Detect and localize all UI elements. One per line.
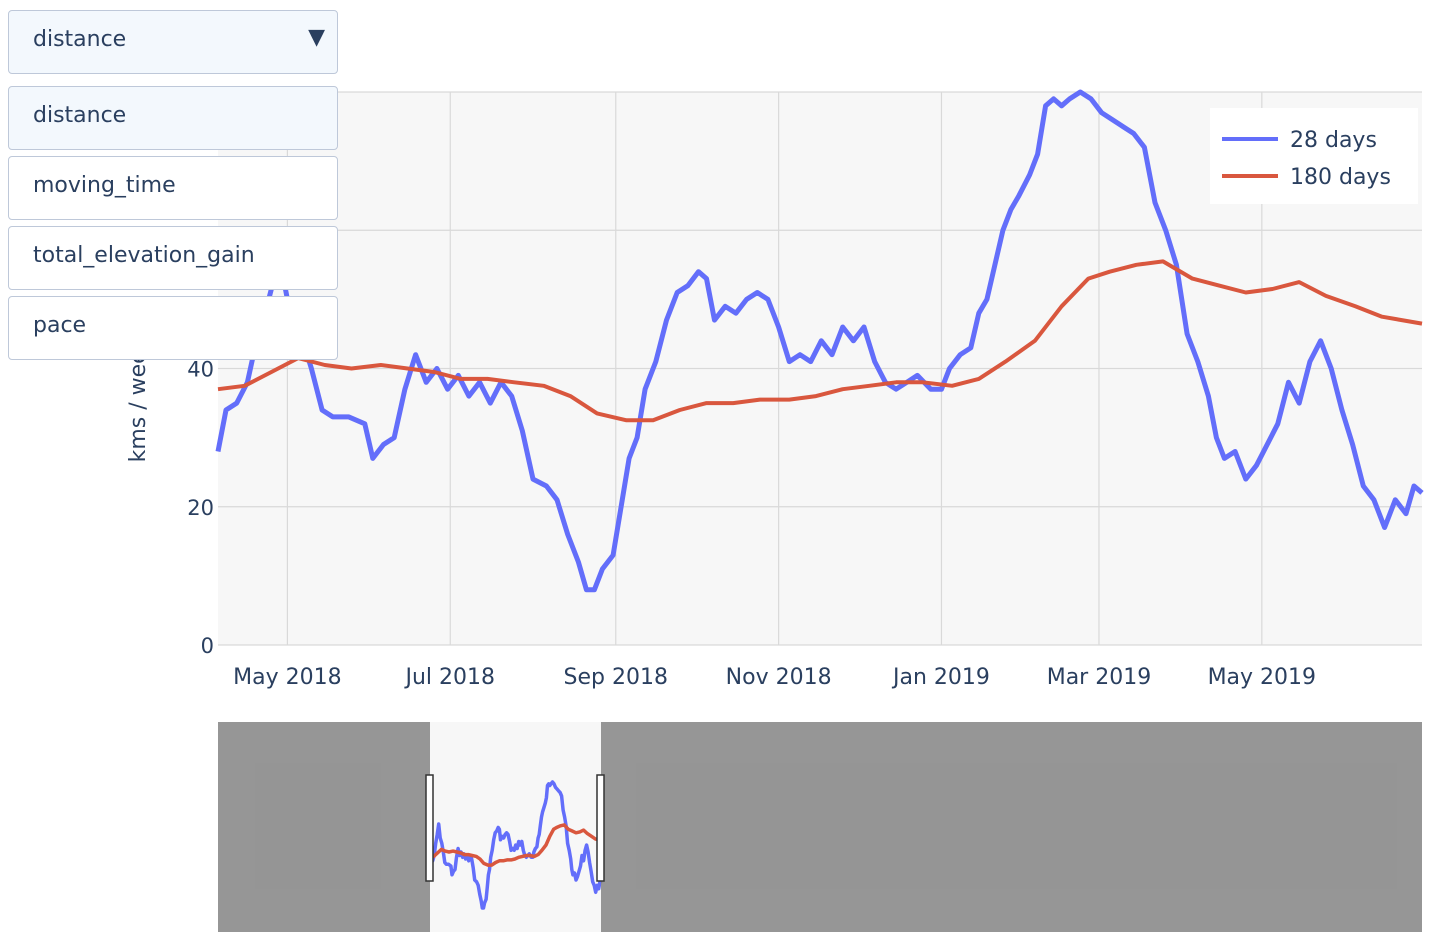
dropdown-option-label: pace: [33, 313, 87, 338]
legend-label-28-days: 28 days: [1290, 128, 1377, 153]
x-tick-label: May 2018: [233, 665, 341, 690]
metric-dropdown-selected: distance: [33, 27, 127, 52]
range-slider-handle-left[interactable]: [425, 774, 434, 882]
x-tick-label: Nov 2018: [726, 665, 832, 690]
dropdown-option-moving-time[interactable]: moving_time: [8, 156, 338, 220]
x-tick-label: Mar 2019: [1047, 665, 1152, 690]
range-slider-handle-right[interactable]: [596, 774, 605, 882]
series-layer: [215, 89, 1424, 593]
triangle-down-icon: ▼: [308, 25, 325, 50]
metric-dropdown[interactable]: distance ▼: [8, 10, 338, 74]
dropdown-option-label: moving_time: [33, 173, 176, 198]
dropdown-option-total-elevation-gain[interactable]: total_elevation_gain: [8, 226, 338, 290]
y-tick-label: 0: [201, 634, 214, 658]
range-slider[interactable]: [218, 722, 1422, 932]
x-tick-label: May 2019: [1208, 665, 1316, 690]
axis-ticks: 0 20 40 May 2018 Jul 2018 Sep 2018 Nov 2018 Jan…: [187, 358, 1316, 691]
range-slider-lines: [428, 780, 603, 910]
x-tick-label: Jan 2019: [891, 665, 990, 690]
x-tick-label: Jul 2018: [403, 665, 495, 690]
y-tick-label: 20: [187, 496, 214, 520]
legend: 28 days 180 days: [1210, 108, 1418, 204]
dropdown-option-distance[interactable]: distance: [8, 86, 338, 150]
legend-label-180-days: 180 days: [1290, 165, 1391, 190]
range-slider-mask-right: [601, 722, 1422, 932]
slider-series-line: [429, 823, 602, 867]
dropdown-option-label: total_elevation_gain: [33, 243, 255, 268]
dropdown-option-label: distance: [33, 103, 127, 128]
x-tick-label: Sep 2018: [564, 665, 668, 690]
series-line-180-days: [217, 259, 1423, 423]
y-tick-label: 40: [187, 358, 214, 382]
range-slider-mask-left: [218, 722, 430, 932]
dropdown-option-pace[interactable]: pace: [8, 296, 338, 360]
